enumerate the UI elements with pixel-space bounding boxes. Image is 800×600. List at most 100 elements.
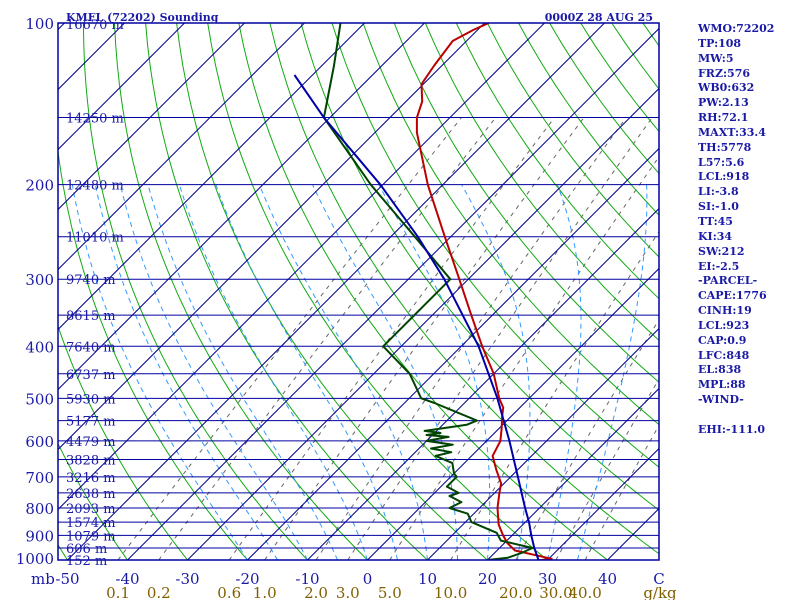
temperature-tick-label: 10	[418, 570, 437, 588]
isotherm	[0, 23, 5, 560]
background-grid	[0, 23, 659, 560]
isotherm	[58, 23, 305, 271]
mixing-ratio-tick-label: 0.2	[147, 584, 171, 600]
dewpoint-trace	[322, 23, 534, 560]
isotherm	[127, 27, 659, 560]
mixing-ratio-tick-label: 30.0	[539, 584, 572, 600]
temperature-tick-label: 0	[363, 570, 373, 588]
mixing-ratio-tick-label: 3.0	[336, 584, 360, 600]
height-label: 14250 m	[66, 112, 124, 127]
temperature-unit-label: C	[653, 570, 664, 588]
height-label: 2093 m	[66, 502, 116, 517]
index-line: EI:-2.5	[698, 259, 740, 273]
mixing-ratio-unit-label: g/kg	[643, 584, 677, 600]
index-line: LCL:918	[698, 170, 750, 184]
index-line: MW:5	[698, 51, 734, 65]
height-label: 7640 m	[66, 340, 116, 355]
index-line: CAPE:1776	[698, 289, 767, 303]
pressure-tick-label: 700	[25, 469, 54, 487]
isotherm	[247, 147, 659, 560]
index-line: TP:108	[698, 36, 742, 50]
index-line: -WIND-	[698, 393, 744, 407]
sounding-indices-panel: WMO:72202 TP:108 MW:5 FRZ:576 WB0:632 PW:2.13…	[698, 22, 798, 438]
pressure-tick-label: 300	[25, 271, 54, 289]
mixing-ratio-line	[158, 117, 497, 560]
mixing-ratio-tick-label: 0.1	[106, 584, 130, 600]
pressure-tick-label: 1000	[16, 550, 54, 568]
height-label: 1079 m	[66, 529, 116, 544]
pressure-tick-label: 800	[25, 500, 54, 518]
mixing-ratio-line	[117, 117, 462, 560]
height-label: 4479 m	[66, 435, 116, 450]
mixing-ratio-line	[315, 117, 627, 560]
mixing-ratio-line	[389, 155, 659, 560]
temperature-tick-label: -20	[235, 570, 259, 588]
index-line: EHI:-111.0	[698, 422, 765, 436]
index-line: PW:2.13	[698, 96, 749, 110]
height-label: 11010 m	[66, 231, 124, 246]
pressure-unit-label: mb	[31, 570, 55, 588]
pressure-tick-label: 500	[25, 390, 54, 408]
index-line: TH:5778	[698, 140, 752, 154]
isotherm	[58, 23, 245, 211]
index-line: -PARCEL-	[698, 274, 758, 288]
height-label: 2638 m	[66, 487, 116, 502]
isotherm	[58, 23, 365, 331]
dry-adiabat	[300, 23, 659, 511]
temperature-tick-label: 30	[538, 570, 557, 588]
height-label: 152 m	[66, 554, 107, 569]
isotherm	[367, 267, 659, 560]
moist-adiabat	[577, 184, 648, 560]
mixing-ratio-tick-label: 0.6	[217, 584, 241, 600]
height-label: 1574 m	[66, 516, 116, 531]
index-line	[698, 408, 798, 423]
moist-adiabat	[119, 184, 308, 560]
isotherm	[58, 23, 185, 151]
moist-adiabat	[71, 184, 248, 560]
index-line: LFC:848	[698, 348, 750, 362]
mixing-ratio-tick-label: 20.0	[499, 584, 532, 600]
sounding-traces	[293, 23, 553, 560]
height-label: 12480 m	[66, 179, 124, 194]
temperature-tick-label: -40	[115, 570, 139, 588]
index-line: WMO:72202	[698, 22, 775, 35]
height-label: 5177 m	[66, 415, 116, 430]
height-label: 6737 m	[66, 368, 116, 383]
index-line: CAP:0.9	[698, 333, 747, 347]
moist-adiabat	[178, 184, 368, 560]
pressure-tick-label: 400	[25, 338, 54, 356]
index-line: FRZ:576	[698, 66, 751, 80]
moist-adiabat	[147, 184, 338, 560]
isotherm	[547, 447, 659, 560]
index-line: TT:45	[698, 214, 733, 228]
height-label: 3828 m	[66, 454, 116, 469]
height-label: 8615 m	[66, 309, 116, 324]
mixing-ratio-tick-label: 40.0	[568, 584, 601, 600]
valid-time: 0000Z 28 AUG 25	[545, 11, 653, 24]
mixing-ratio-tick-label: 1.0	[253, 584, 277, 600]
parcel-trace	[293, 74, 540, 560]
pressure-tick-label: 900	[25, 527, 54, 545]
mixing-ratio-line	[347, 117, 653, 560]
height-label: 9740 m	[66, 273, 116, 288]
moist-adiabat	[94, 184, 278, 560]
pressure-tick-label: 200	[25, 177, 54, 195]
pressure-tick-label: 600	[25, 433, 54, 451]
isotherm	[187, 87, 659, 560]
height-label: 3216 m	[66, 471, 116, 486]
moist-adiabat	[258, 184, 428, 560]
plot-frame	[57, 22, 660, 561]
station-title: KMFL (72202) Sounding	[66, 11, 219, 24]
index-line: SI:-1.0	[698, 200, 739, 214]
height-label: 606 m	[66, 542, 107, 557]
temperature-tick-label: -10	[295, 570, 319, 588]
temperature-tick-label: 20	[478, 570, 497, 588]
height-label: 16670 m	[66, 18, 124, 33]
isotherm	[58, 23, 425, 391]
dry-adiabat	[114, 23, 368, 560]
isotherm	[307, 207, 659, 560]
temperature-trace	[415, 23, 553, 560]
isotherm	[58, 23, 485, 451]
